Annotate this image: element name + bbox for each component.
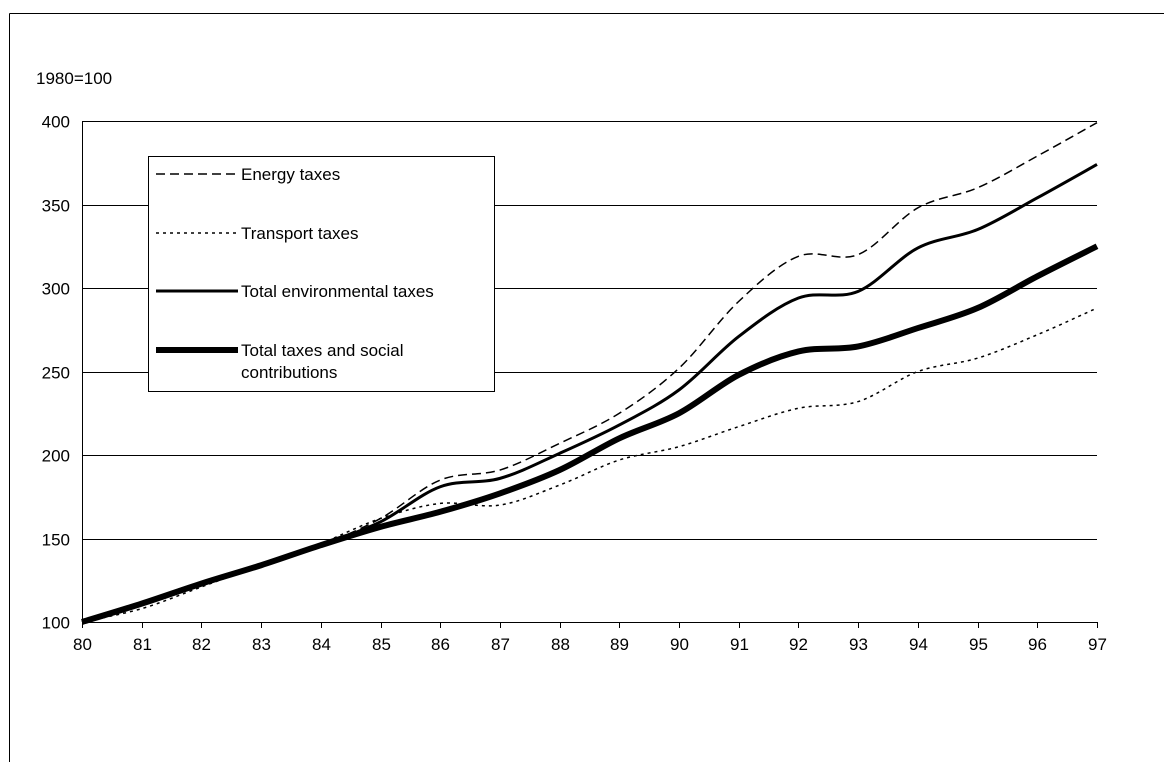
x-tick-label: 87 (491, 635, 510, 654)
x-tick-label: 96 (1028, 635, 1047, 654)
x-tick-label: 80 (73, 635, 92, 654)
x-tick-label: 97 (1088, 635, 1107, 654)
x-tick-label: 92 (789, 635, 808, 654)
x-tick-label: 86 (431, 635, 450, 654)
legend-label-2: Total environmental taxes (241, 282, 434, 301)
y-tick-label: 200 (42, 447, 70, 466)
legend-label-1: Transport taxes (241, 224, 358, 243)
x-tick-label: 85 (372, 635, 391, 654)
series-line-1 (81, 307, 1098, 623)
x-tick-label: 90 (670, 635, 689, 654)
x-tick-label: 95 (969, 635, 988, 654)
y-tick-label: 250 (42, 364, 70, 383)
y-unit-label: 1980=100 (36, 69, 112, 88)
x-tick-label: 93 (849, 635, 868, 654)
legend: Energy taxes Transport taxes Total environ… (148, 156, 495, 392)
series-layer (81, 122, 1099, 625)
axis-layer: 100 150 200 250 300 350 400 80 81 82 83 84 85 86 87 88 8… (42, 113, 1107, 655)
legend-label-3: contributions (241, 363, 337, 382)
x-tick-label: 81 (133, 635, 152, 654)
x-tick-label: 83 (252, 635, 271, 654)
y-tick-label: 400 (42, 113, 70, 132)
legend-label-3: Total taxes and social (241, 341, 404, 360)
legend-label-0: Energy taxes (241, 165, 340, 184)
x-tick-label: 84 (312, 635, 331, 654)
series-line-3 (81, 243, 1099, 625)
y-tick-label: 300 (42, 280, 70, 299)
y-tick-label: 100 (42, 614, 70, 633)
x-tick-label: 88 (551, 635, 570, 654)
x-tick-label: 82 (192, 635, 211, 654)
x-tick-label: 94 (909, 635, 928, 654)
x-tick-label: 91 (730, 635, 749, 654)
y-tick-label: 150 (42, 531, 70, 550)
y-tick-label: 350 (42, 197, 70, 216)
x-tick-label: 89 (610, 635, 629, 654)
